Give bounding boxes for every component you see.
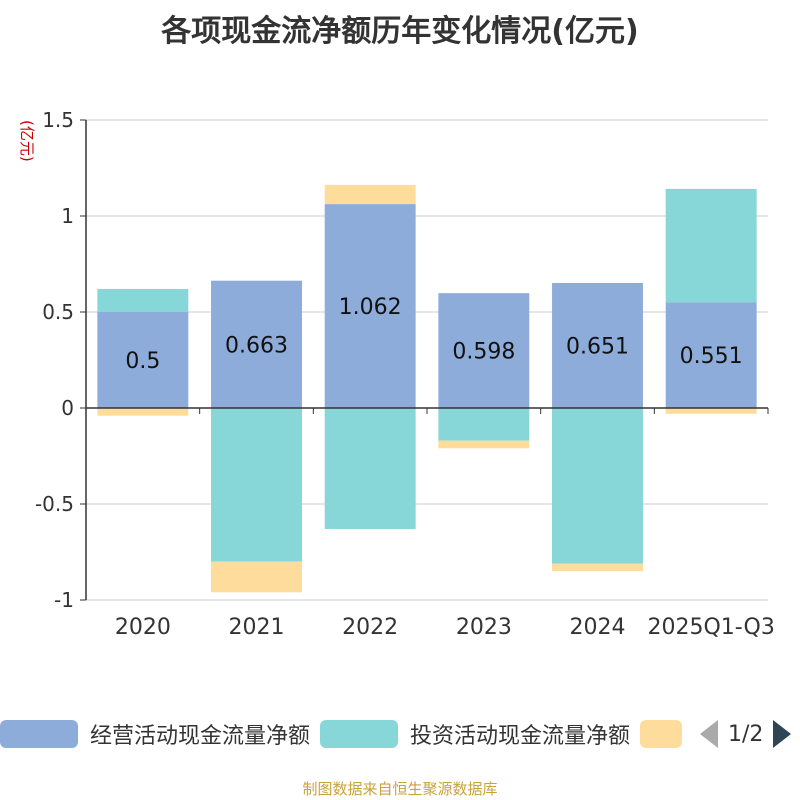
source-note: 制图数据来自恒生聚源数据库 xyxy=(302,780,498,798)
bar-operating-2023 xyxy=(438,293,530,408)
legend-item-financing[interactable] xyxy=(640,716,682,752)
bar-investing-2024 xyxy=(552,408,643,564)
x-tick-label: 2022 xyxy=(342,615,398,640)
bar-financing-2025Q1-Q3 xyxy=(665,408,757,414)
bar-operating-2025Q1-Q3 xyxy=(665,302,757,408)
bar-operating-2020 xyxy=(97,312,189,408)
y-tick-label: -1 xyxy=(54,588,74,612)
bar-financing-2020 xyxy=(97,408,189,416)
legend-page-number: 1/2 xyxy=(728,721,764,747)
y-tick-label: -0.5 xyxy=(35,492,74,516)
bar-investing-2022 xyxy=(324,408,416,529)
bar-investing-2023 xyxy=(438,408,530,441)
data-label: 0.598 xyxy=(452,340,515,365)
stacked-bar-chart: -1 -0.5 0 0.5 1 1.5 0.5 0.663 1.062 0.598 0.651 0.5… xyxy=(35,108,775,640)
data-label: 0.663 xyxy=(225,333,288,358)
x-tick-label: 2020 xyxy=(115,615,171,640)
y-tick-label: 1.5 xyxy=(42,108,74,132)
legend-label-operating: 经营活动现金流量净额 xyxy=(90,724,311,749)
x-tick-label: 2025Q1-Q3 xyxy=(647,615,774,640)
legend-item-operating[interactable]: 经营活动现金流量净额 xyxy=(0,716,310,752)
legend-pager: 1/2 xyxy=(700,716,792,752)
bar-investing-2025Q1-Q3 xyxy=(665,188,757,303)
legend-swatch-operating xyxy=(0,720,78,748)
chart-title: 各项现金流净额历年变化情况(亿元) xyxy=(161,14,639,49)
legend-label-investing: 投资活动现金流量净额 xyxy=(410,724,631,749)
next-page-icon[interactable] xyxy=(773,720,792,748)
data-label: 0.551 xyxy=(680,344,743,369)
bar-operating-2021 xyxy=(211,280,302,408)
data-label: 0.651 xyxy=(566,335,629,360)
data-label: 1.062 xyxy=(339,295,402,320)
bar-financing-2022 xyxy=(324,184,416,205)
y-tick-label: 0.5 xyxy=(42,300,74,324)
legend-item-investing[interactable]: 投资活动现金流量净额 xyxy=(320,716,630,752)
bar-financing-2021 xyxy=(211,561,302,593)
x-tick-label: 2024 xyxy=(570,615,626,640)
y-tick-label: 1 xyxy=(61,204,74,228)
y-tick-label: 0 xyxy=(61,396,74,420)
legend-swatch-financing xyxy=(640,720,682,748)
x-tick-label: 2023 xyxy=(456,615,512,640)
data-label: 0.5 xyxy=(125,349,160,374)
legend-swatch-investing xyxy=(320,720,398,748)
x-tick-label: 2021 xyxy=(229,615,285,640)
bar-financing-2023 xyxy=(438,440,530,449)
bar-financing-2024 xyxy=(552,563,643,572)
bar-operating-2024 xyxy=(552,283,643,408)
bar-investing-2020 xyxy=(97,288,189,312)
bar-operating-2022 xyxy=(324,204,416,408)
legend: 经营活动现金流量净额 投资活动现金流量净额 1/2 xyxy=(0,716,800,756)
bar-investing-2021 xyxy=(211,408,302,562)
previous-page-icon[interactable] xyxy=(700,720,718,748)
